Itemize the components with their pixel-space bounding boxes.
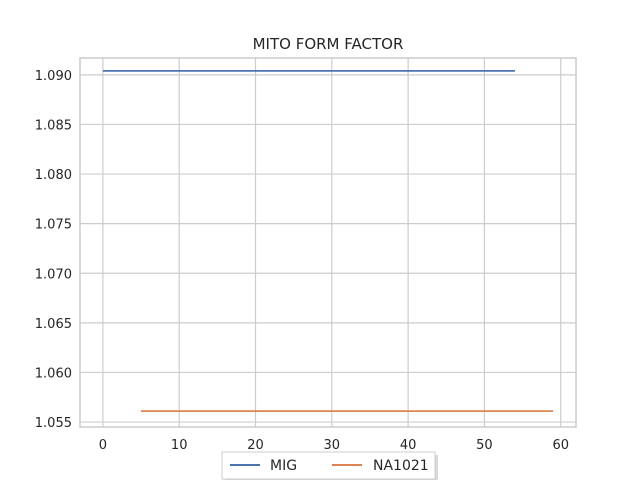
x-tick-label-3: 30 [324, 438, 341, 453]
chart-title: MITO FORM FACTOR [253, 35, 404, 53]
legend-label-mig: MIG [270, 458, 297, 474]
x-tick-label-6: 60 [552, 438, 569, 453]
x-tick-label-5: 50 [476, 438, 493, 453]
y-tick-label-6: 1.085 [35, 118, 72, 133]
legend-label-na1021: NA1021 [373, 458, 429, 474]
y-tick-label-5: 1.080 [35, 168, 72, 183]
y-tick-label-7: 1.090 [35, 69, 72, 84]
x-tick-label-2: 20 [247, 438, 264, 453]
y-tick-label-0: 1.055 [35, 416, 72, 431]
grid [80, 58, 576, 427]
x-tick-labels: 0 10 20 30 40 50 60 [99, 438, 569, 453]
x-tick-label-0: 0 [99, 438, 107, 453]
x-tick-label-1: 10 [171, 438, 188, 453]
y-tick-label-4: 1.075 [35, 218, 72, 233]
legend: MIG NA1021 [221, 451, 438, 480]
y-tick-label-1: 1.060 [35, 366, 72, 381]
y-tick-label-2: 1.065 [35, 317, 72, 332]
x-tick-label-4: 40 [400, 438, 417, 453]
y-tick-labels: 1.055 1.060 1.065 1.070 1.075 1.080 1.085 1.090 [35, 69, 72, 431]
y-tick-label-3: 1.070 [35, 267, 72, 282]
axes-frame [79, 57, 577, 428]
plot-frame [79, 57, 577, 428]
series-layer [102, 69, 554, 413]
